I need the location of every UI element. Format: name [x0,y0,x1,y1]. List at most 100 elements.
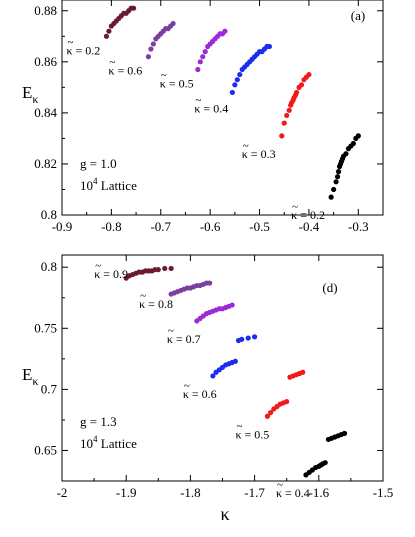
y-tick-label: 0.75 [34,320,57,335]
data-point [237,71,243,78]
y-tick-label: 0.8 [41,259,57,274]
data-point [322,460,328,466]
x-tick-label: -2 [57,485,68,500]
series-3: κ = 0.6~ [183,334,258,401]
data-point [284,112,290,119]
series-label-tilde: ~ [277,479,283,491]
data-point [148,46,154,52]
data-point [331,186,337,193]
coupling-annotation: g = 1.0 [80,156,117,171]
y-tick-label: 0.65 [34,442,57,457]
data-point [155,267,161,273]
lattice-annotation: 104 Lattice [80,176,137,193]
data-point [207,280,213,286]
data-point [293,89,300,96]
series-label: κ = 0.6 [183,387,217,401]
data-point [266,43,273,50]
series-label: κ = 0.8 [139,297,173,311]
series-0: κ = 0.2~ [66,5,137,57]
data-point [229,89,235,96]
series-5: κ = 0.2~ [291,133,361,222]
data-point [252,334,258,340]
series-label-tilde: ~ [161,69,167,81]
lattice-annotation: 104 Lattice [80,434,137,451]
y-tick-label: 0.86 [34,54,57,69]
series-label-tilde: ~ [168,325,174,337]
data-point [334,174,341,180]
data-point [281,120,287,126]
series-label-tilde: ~ [95,260,101,272]
series-label: κ = 0.7 [167,332,201,346]
series-label: κ = 0.2 [291,208,325,222]
data-point [239,336,245,342]
data-point [328,194,334,200]
series-4: κ = 0.5~ [235,369,306,441]
y-tick-label: 0.8 [41,207,57,222]
y-axis-label: Eκ [22,83,38,106]
data-point [210,373,216,379]
data-point [131,5,137,11]
x-tick-label: -1.5 [373,485,394,500]
y-axis-label: Eκ [22,365,38,388]
data-point [335,169,342,175]
data-point [232,358,238,364]
data-point [168,265,174,272]
data-point [150,41,156,47]
data-point [350,140,356,147]
x-axis-label: κ [220,504,229,524]
plot-frame [61,0,384,216]
x-tick-label: -0.6 [200,219,221,234]
y-tick-label: 0.84 [34,105,57,120]
data-point [202,49,208,55]
panel-label: (a) [351,8,365,23]
data-point [232,82,238,88]
y-tick-label: 0.88 [34,3,57,18]
coupling-annotation: g = 1.3 [80,414,117,429]
series-label-tilde: ~ [243,140,249,152]
series-2: κ = 0.7~ [167,302,235,346]
data-point [170,20,176,27]
series-label-tilde: ~ [109,57,115,69]
data-point [145,54,152,60]
series-0: κ = 0.9~ [94,260,174,281]
series-1: κ = 0.6~ [108,20,176,78]
series-label: κ = 0.5 [235,427,269,441]
data-point [106,28,112,34]
series-2: κ = 0.5~ [160,28,228,90]
series-label-tilde: ~ [184,380,190,392]
data-point [286,107,292,113]
series-label: κ = 0.9 [94,267,128,281]
series-3: κ = 0.4~ [194,43,273,115]
series-4: κ = 0.3~ [242,71,312,161]
y-tick-label: 0.82 [34,156,57,171]
data-point [162,265,168,272]
series-label: κ = 0.3 [242,147,276,161]
x-tick-label: -1.9 [116,485,137,500]
data-point [284,398,290,405]
x-tick-label: -1.6 [309,485,330,500]
data-point [279,133,285,139]
data-point [306,71,312,78]
x-tick-label: -0.8 [101,219,122,234]
data-point [222,28,228,34]
series-label-tilde: ~ [140,290,146,302]
data-point [355,133,361,139]
panel-label: (d) [322,280,337,295]
y-tick-label: 0.7 [41,381,58,396]
series-5: κ = 0.4~ [276,430,348,500]
data-point [195,66,201,73]
series-1: κ = 0.8~ [139,280,213,311]
data-point [298,82,305,88]
data-point [333,179,339,185]
x-tick-label: -0.4 [299,219,320,234]
data-point [341,430,348,436]
series-label-tilde: ~ [195,94,201,106]
x-tick-label: -1.7 [244,485,265,500]
panel-d: -2 -1.9 -1.8 -1.7 -1.6 -1.5 0.65 0.7 0.75 0.8 Eκ κ (… [22,254,394,524]
data-point [103,33,110,39]
x-tick-label: -0.9 [52,219,73,234]
series-label: κ = 0.5 [160,76,194,90]
x-tick-label: -1.8 [180,485,201,500]
series-label-tilde: ~ [236,420,242,432]
